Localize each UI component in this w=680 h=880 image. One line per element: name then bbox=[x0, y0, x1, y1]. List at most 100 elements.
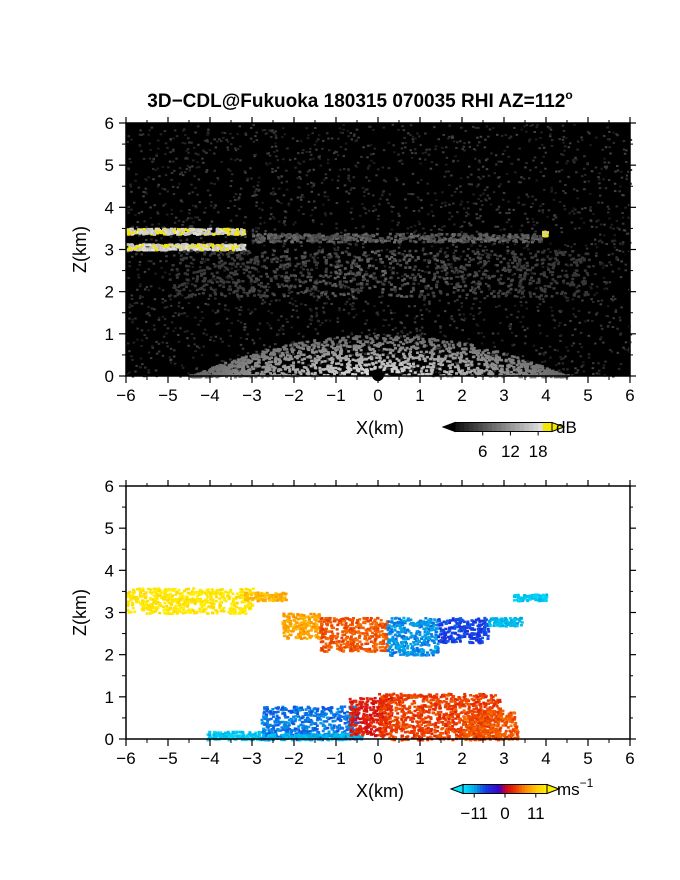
snr-noise-cell bbox=[183, 312, 186, 315]
snr-noise-cell bbox=[452, 140, 456, 143]
snr-noise-cell bbox=[600, 299, 604, 302]
snr-noise-cell bbox=[385, 334, 388, 337]
snr-noise-cell bbox=[154, 272, 157, 275]
snr-noise-cell bbox=[511, 344, 514, 347]
snr-echo-cell bbox=[290, 234, 294, 238]
snr-noise-cell bbox=[420, 313, 424, 316]
snr-noise-cell bbox=[459, 255, 462, 258]
snr-echo-cell bbox=[397, 359, 401, 362]
snr-noise-cell bbox=[367, 254, 371, 257]
snr-noise-cell bbox=[251, 194, 254, 197]
snr-echo-cell bbox=[136, 231, 140, 234]
snr-echo-cell bbox=[321, 238, 325, 241]
snr-echo-cell bbox=[577, 284, 581, 288]
snr-echo-cell bbox=[254, 238, 258, 241]
snr-noise-cell bbox=[355, 128, 359, 131]
snr-echo-cell bbox=[369, 257, 373, 260]
snr-echo-cell bbox=[289, 284, 293, 288]
snr-noise-cell bbox=[132, 341, 136, 344]
snr-echo-cell bbox=[436, 280, 440, 283]
snr-echo-cell bbox=[227, 251, 231, 255]
snr-echo-cell bbox=[343, 233, 347, 237]
snr-noise-cell bbox=[361, 203, 364, 206]
snr-noise-cell bbox=[583, 320, 587, 323]
snr-noise-cell bbox=[197, 166, 201, 169]
snr-noise-cell bbox=[163, 271, 167, 274]
snr-noise-cell bbox=[450, 318, 454, 321]
snr-echo-cell bbox=[191, 248, 195, 251]
snr-echo-cell bbox=[414, 240, 418, 244]
snr-echo-cell bbox=[285, 255, 289, 258]
snr-noise-cell bbox=[308, 169, 312, 172]
snr-echo-cell bbox=[253, 261, 257, 265]
snr-echo-cell bbox=[542, 272, 546, 276]
snr-noise-cell bbox=[313, 354, 317, 357]
snr-noise-cell bbox=[465, 342, 469, 345]
snr-echo-cell bbox=[433, 240, 437, 244]
snr-noise-cell bbox=[290, 315, 294, 318]
snr-echo-cell bbox=[351, 233, 355, 237]
snr-noise-cell bbox=[403, 326, 406, 329]
snr-noise-cell bbox=[522, 295, 526, 298]
snr-echo-cell bbox=[299, 241, 303, 244]
snr-noise-cell bbox=[538, 209, 541, 212]
snr-noise-cell bbox=[191, 265, 195, 268]
snr-echo-cell bbox=[412, 278, 416, 281]
snr-echo-cell bbox=[408, 266, 412, 269]
snr-noise-cell bbox=[309, 255, 312, 258]
snr-echo-cell bbox=[437, 355, 441, 358]
snr-noise-cell bbox=[300, 194, 304, 197]
snr-echo-cell bbox=[238, 244, 242, 247]
snr-noise-cell bbox=[217, 363, 221, 366]
snr-noise-cell bbox=[347, 286, 350, 289]
snr-echo-cell bbox=[195, 250, 199, 254]
snr-noise-cell bbox=[161, 301, 164, 304]
snr-echo-cell bbox=[423, 252, 427, 256]
snr-noise-cell bbox=[413, 317, 417, 320]
snr-noise-cell bbox=[486, 295, 489, 298]
snr-noise-cell bbox=[177, 340, 181, 343]
snr-echo-cell bbox=[487, 275, 491, 278]
snr-echo-cell bbox=[528, 268, 532, 272]
snr-noise-cell bbox=[313, 258, 316, 261]
snr-noise-cell bbox=[544, 167, 547, 170]
snr-echo-cell bbox=[196, 229, 200, 232]
snr-echo-cell bbox=[459, 285, 463, 288]
snr-noise-cell bbox=[409, 225, 413, 228]
snr-echo-cell bbox=[233, 290, 237, 293]
snr-noise-cell bbox=[421, 234, 425, 237]
snr-echo-cell bbox=[496, 234, 500, 238]
snr-echo-cell bbox=[510, 279, 514, 283]
snr-noise-cell bbox=[178, 167, 182, 170]
snr-echo-cell bbox=[406, 362, 410, 366]
snr-noise-cell bbox=[203, 211, 206, 214]
snr-echo-cell bbox=[496, 269, 500, 273]
snr-noise-cell bbox=[228, 292, 231, 295]
snr-noise-cell bbox=[163, 324, 167, 327]
snr-echo-cell bbox=[221, 243, 225, 246]
snr-echo-cell bbox=[170, 243, 174, 247]
snr-noise-cell bbox=[193, 343, 196, 346]
snr-noise-cell bbox=[155, 352, 159, 355]
snr-noise-cell bbox=[319, 362, 323, 365]
snr-echo-cell bbox=[393, 257, 397, 261]
snr-noise-cell bbox=[364, 352, 367, 355]
snr-echo-cell bbox=[457, 257, 461, 261]
snr-echo-cell bbox=[451, 239, 455, 243]
snr-noise-cell bbox=[419, 162, 422, 165]
snr-noise-cell bbox=[311, 185, 314, 188]
snr-echo-cell bbox=[324, 291, 328, 295]
snr-noise-cell bbox=[205, 139, 209, 142]
snr-echo-cell bbox=[214, 248, 218, 251]
snr-echo-cell bbox=[324, 267, 328, 271]
snr-echo-cell bbox=[207, 243, 211, 246]
snr-echo-cell bbox=[292, 361, 296, 364]
snr-noise-cell bbox=[506, 252, 509, 255]
snr-noise-cell bbox=[178, 235, 181, 238]
snr-echo-cell bbox=[357, 271, 361, 274]
snr-echo-cell bbox=[434, 233, 438, 237]
snr-noise-cell bbox=[327, 256, 330, 259]
snr-noise-cell bbox=[181, 366, 185, 369]
snr-noise-cell bbox=[266, 282, 270, 285]
snr-noise-cell bbox=[315, 307, 318, 310]
